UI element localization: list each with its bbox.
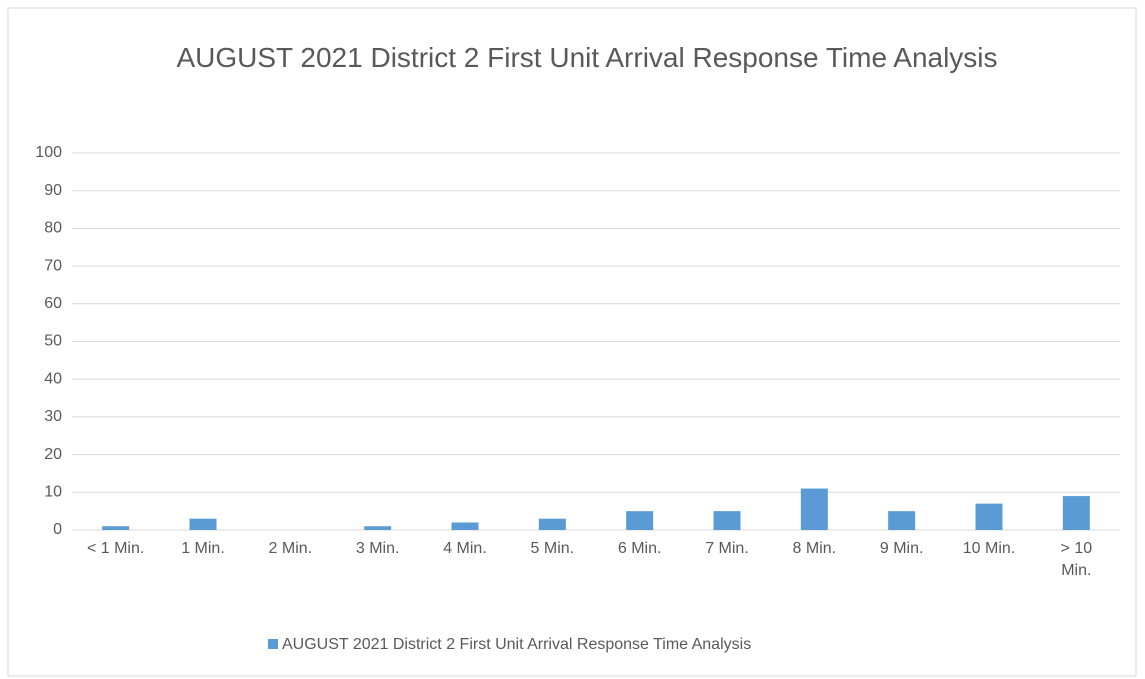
- x-tick-label: 4 Min.: [443, 540, 487, 557]
- x-tick-label: 1 Min.: [181, 540, 225, 557]
- x-tick-box: > 10 Min.: [1060, 540, 1093, 579]
- x-tick-box: < 1 Min.: [86, 540, 145, 557]
- x-tick-box: 9 Min.: [879, 540, 924, 557]
- x-tick-label: < 1 Min.: [86, 540, 145, 557]
- y-tick-label: 30: [44, 408, 62, 425]
- bar: [800, 488, 828, 530]
- chart-title: AUGUST 2021 District 2 First Unit Arriva…: [176, 42, 998, 73]
- x-tick-label: 5 Min.: [530, 540, 575, 557]
- y-tick-label: 90: [44, 182, 62, 199]
- legend-swatch: [268, 639, 278, 649]
- x-tick-box: 7 Min.: [705, 540, 749, 557]
- y-tick-label: 80: [44, 220, 62, 237]
- x-tick-box: 5 Min.: [530, 540, 575, 557]
- bar: [189, 518, 217, 530]
- y-tick-label: 10: [44, 484, 62, 501]
- title-box: AUGUST 2021 District 2 First Unit Arriva…: [176, 42, 998, 73]
- bar: [975, 503, 1003, 530]
- y-tick-label: 50: [44, 333, 62, 350]
- y-tick-label: 20: [44, 446, 62, 463]
- bar: [364, 526, 392, 530]
- bar: [102, 526, 130, 530]
- x-tick-label: 10 Min.: [962, 540, 1016, 557]
- x-tick-label: 3 Min.: [355, 540, 400, 557]
- y-tick-label: 100: [35, 144, 62, 161]
- y-tick-label: 70: [44, 257, 62, 274]
- x-tick-label: 2 Min.: [268, 540, 313, 557]
- x-tick-box: 1 Min.: [181, 540, 225, 557]
- y-tick-label: 40: [44, 370, 62, 387]
- x-tick-label: 8 Min.: [792, 540, 837, 557]
- x-tick-box: 3 Min.: [355, 540, 400, 557]
- bar: [888, 511, 916, 530]
- x-tick-box: 6 Min.: [617, 540, 662, 557]
- x-tick-box: 2 Min.: [268, 540, 313, 557]
- bar: [451, 522, 479, 530]
- x-tick-box: 8 Min.: [792, 540, 837, 557]
- bar: [713, 511, 741, 530]
- y-tick-label: 60: [44, 295, 62, 312]
- x-tick-box: 4 Min.: [443, 540, 487, 557]
- x-tick-label: > 10 Min.: [1060, 540, 1093, 579]
- x-tick-label: 7 Min.: [705, 540, 749, 557]
- legend-label: AUGUST 2021 District 2 First Unit Arriva…: [282, 636, 751, 653]
- bar: [1062, 496, 1090, 530]
- y-tick-label: 0: [53, 521, 62, 538]
- x-tick-label: 6 Min.: [617, 540, 662, 557]
- x-tick-box: 10 Min.: [962, 540, 1016, 557]
- bar: [538, 518, 566, 530]
- x-tick-label: 9 Min.: [879, 540, 924, 557]
- bar: [626, 511, 654, 530]
